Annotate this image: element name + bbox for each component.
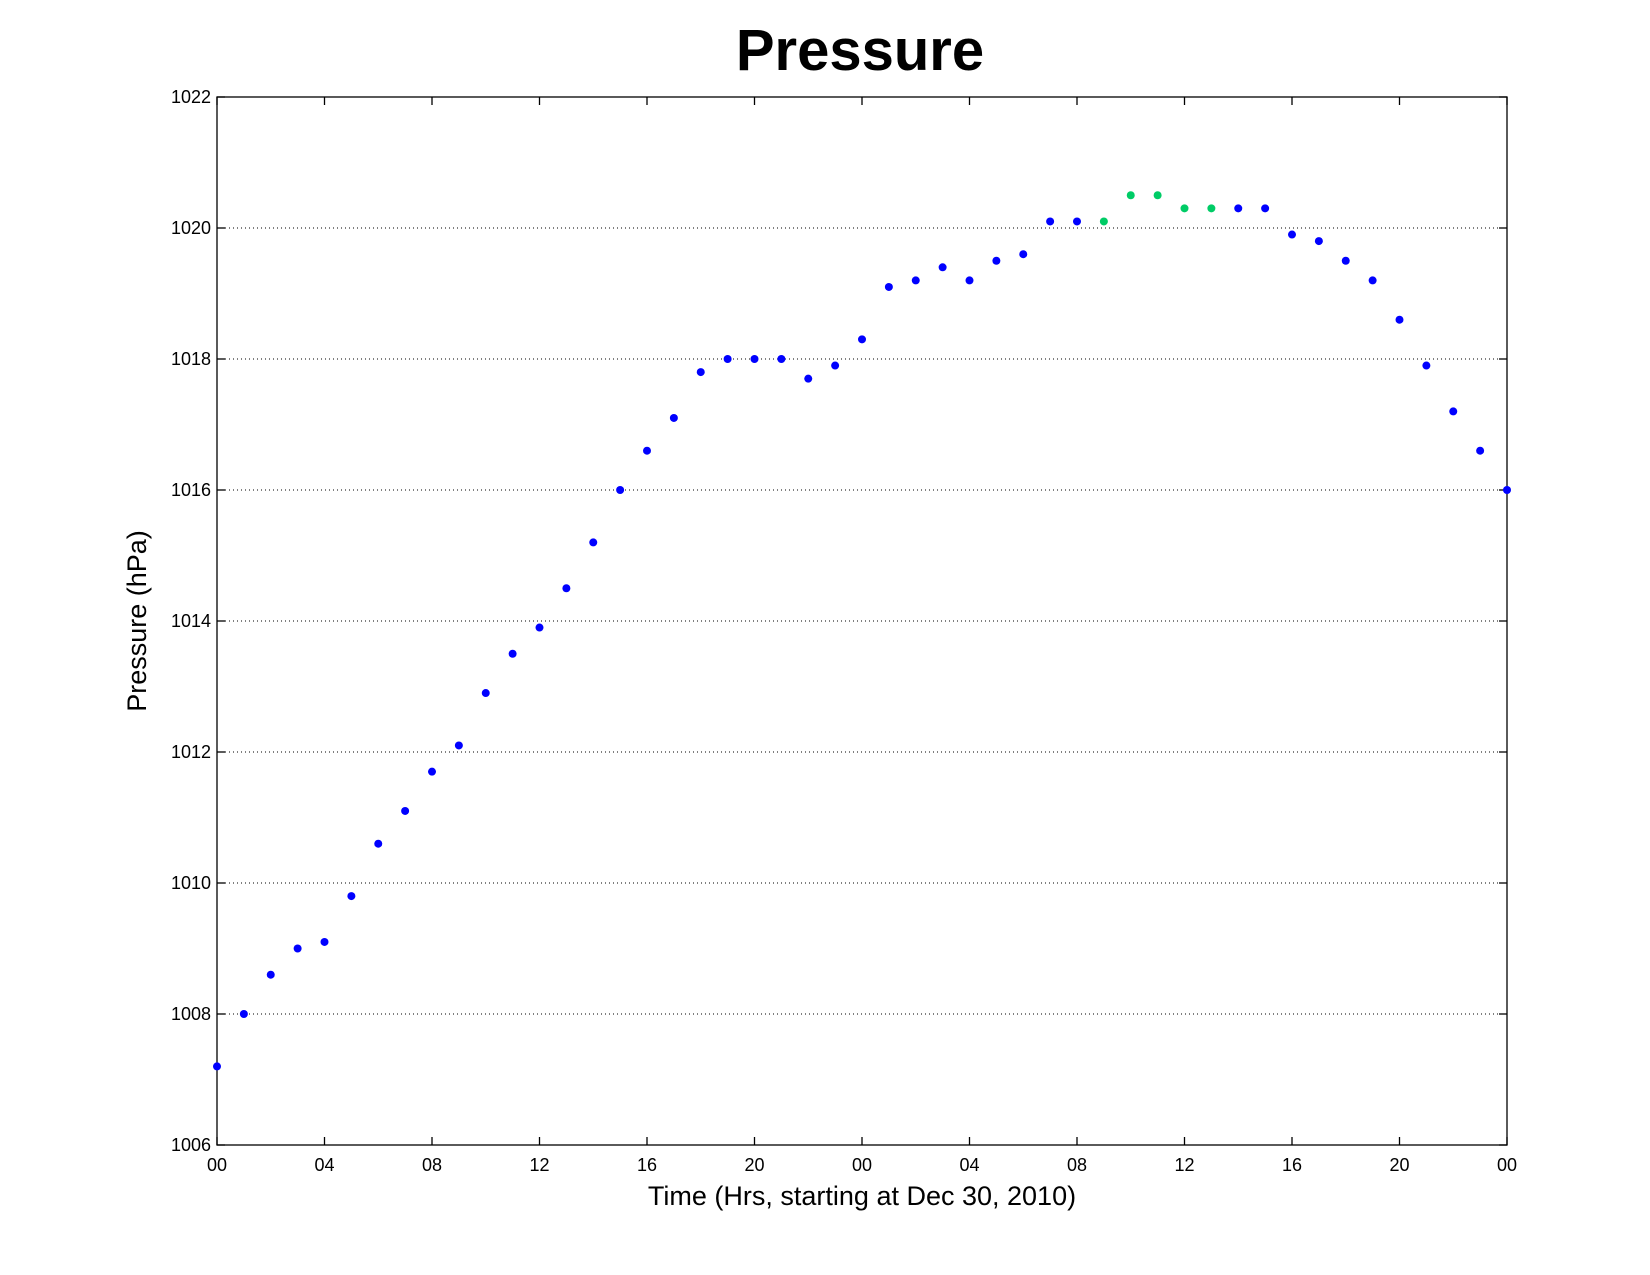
data-point: [1503, 486, 1511, 494]
data-point-highlighted: [1207, 204, 1216, 213]
data-point: [428, 767, 436, 776]
x-tick-label: 20: [744, 1155, 764, 1175]
x-tick-label: 12: [1174, 1155, 1194, 1175]
data-point-highlighted: [1099, 217, 1108, 226]
x-axis-label: Time (Hrs, starting at Dec 30, 2010): [648, 1181, 1076, 1211]
data-point: [992, 256, 1001, 265]
y-tick-label: 1010: [171, 873, 211, 893]
data-point: [616, 486, 625, 494]
data-point: [266, 970, 275, 979]
data-point: [320, 937, 329, 946]
x-tick-label: 04: [314, 1155, 334, 1175]
data-point: [1288, 230, 1296, 239]
data-point: [1449, 407, 1458, 416]
data-point: [858, 335, 866, 344]
data-point: [1422, 361, 1431, 370]
data-point: [938, 263, 947, 272]
data-point: [1019, 250, 1028, 259]
data-point: [1261, 204, 1270, 213]
data-point: [723, 355, 732, 363]
data-point: [401, 806, 410, 815]
data-point: [911, 276, 920, 285]
data-point: [1046, 217, 1055, 226]
grid-lines: [217, 227, 1507, 1015]
x-tick-label: 00: [852, 1155, 872, 1175]
data-point: [1368, 276, 1377, 285]
data-point: [643, 446, 651, 455]
y-tick-label: 1018: [171, 349, 211, 369]
data-point: [965, 276, 974, 285]
x-axis-ticks: 00 04 08 12 16 20 00 04 08 12 16 20 00: [207, 97, 1517, 1175]
y-tick-label: 1014: [171, 611, 211, 631]
y-tick-label: 1006: [171, 1135, 211, 1155]
x-tick-label: 00: [207, 1155, 227, 1175]
y-tick-label: 1012: [171, 742, 211, 762]
data-point: [454, 741, 463, 750]
data-point: [535, 623, 544, 632]
data-point: [374, 839, 383, 848]
data-point: [1314, 237, 1323, 246]
data-point-highlighted: [1180, 204, 1189, 213]
data-point: [669, 413, 678, 422]
y-tick-label: 1022: [171, 87, 211, 107]
x-tick-label: 16: [1282, 1155, 1302, 1175]
data-point: [589, 538, 598, 547]
data-point: [562, 584, 571, 593]
data-point: [804, 374, 813, 383]
data-point: [884, 282, 893, 291]
y-tick-label: 1008: [171, 1004, 211, 1024]
data-point: [239, 1010, 248, 1018]
data-point: [750, 355, 759, 363]
data-point: [481, 689, 490, 698]
data-point: [1341, 256, 1350, 265]
data-point: [213, 1062, 221, 1071]
x-tick-label: 12: [529, 1155, 549, 1175]
data-point: [347, 892, 356, 901]
y-tick-label: 1020: [171, 218, 211, 238]
chart-title: Pressure: [736, 18, 984, 83]
x-tick-label: 20: [1389, 1155, 1409, 1175]
x-tick-label: 08: [422, 1155, 442, 1175]
y-axis-label: Pressure (hPa): [122, 530, 152, 712]
data-point: [777, 355, 786, 363]
data-point: [831, 361, 840, 370]
data-point: [1073, 217, 1081, 226]
y-tick-label: 1016: [171, 480, 211, 500]
y-axis-ticks: 1006 1008 1010 1012 1014 1016 1018 1020 1022: [171, 87, 1507, 1155]
data-point: [696, 368, 705, 377]
x-tick-label: 04: [959, 1155, 979, 1175]
data-point: [1395, 315, 1404, 324]
data-point-highlighted: [1153, 191, 1162, 200]
x-tick-label: 16: [637, 1155, 657, 1175]
data-point: [1234, 204, 1243, 213]
x-tick-label: 08: [1067, 1155, 1087, 1175]
data-point: [293, 944, 302, 953]
data-point-highlighted: [1126, 191, 1135, 200]
data-point: [1476, 446, 1485, 455]
data-points: [213, 191, 1511, 1071]
data-point: [508, 649, 517, 658]
x-tick-label: 00: [1497, 1155, 1517, 1175]
